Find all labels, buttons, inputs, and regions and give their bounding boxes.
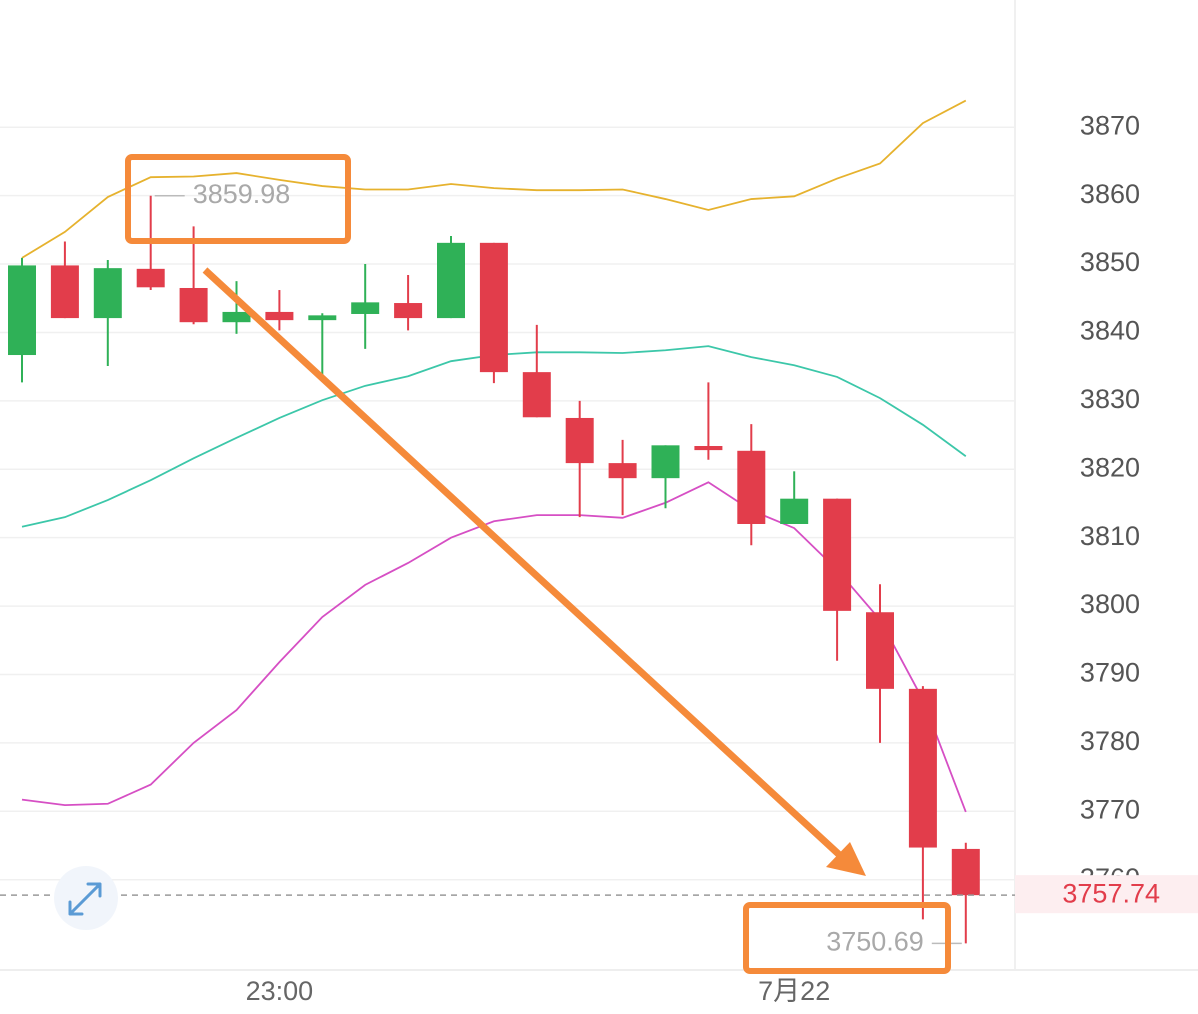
candle-body: [737, 450, 766, 524]
y-tick-label: 3800: [1080, 589, 1140, 619]
x-tick-label: 7月22: [758, 976, 830, 1006]
candle-body: [823, 498, 852, 611]
highlight-box: [743, 902, 951, 974]
highlight-box: [125, 154, 351, 244]
candle-body: [479, 242, 508, 373]
band-line: [21, 99, 967, 259]
y-tick-label: 3850: [1080, 247, 1140, 277]
y-tick-label: 3820: [1080, 452, 1140, 482]
candle-body: [265, 311, 294, 321]
candle-body: [179, 287, 208, 323]
candle-body: [565, 417, 594, 464]
min-label: 3750.69: [826, 927, 924, 957]
y-tick-label: 3860: [1080, 179, 1140, 209]
candle-body: [908, 688, 937, 848]
y-tick-label: 3830: [1080, 384, 1140, 414]
trend-arrow-head: [826, 842, 866, 876]
overlay-layer: 3859.98 3750.69 3757.74: [0, 179, 1198, 957]
grid-layer: 3760377037803790380038103820383038403850…: [0, 110, 1140, 1006]
candle-body: [50, 265, 79, 319]
trend-arrow: [202, 267, 848, 863]
candle-body: [136, 268, 165, 288]
last-price-box: [1015, 875, 1198, 914]
candle-body: [222, 311, 251, 323]
band-line: [21, 481, 967, 813]
candle-body: [522, 372, 551, 418]
y-tick-label: 3870: [1080, 110, 1140, 140]
candle-body: [651, 445, 680, 479]
candle-body: [308, 315, 337, 321]
candle-body: [437, 242, 465, 319]
candle-body: [608, 463, 637, 479]
candle-body: [351, 302, 380, 314]
candle-body: [394, 303, 423, 319]
y-tick-label: 3770: [1080, 794, 1140, 824]
candle-body: [93, 268, 122, 319]
y-tick-label: 3790: [1080, 658, 1140, 688]
y-tick-label: 3780: [1080, 726, 1140, 756]
x-tick-label: 23:00: [246, 976, 314, 1006]
expand-button[interactable]: [54, 866, 118, 930]
plot-layer: [8, 99, 980, 944]
y-tick-label: 3810: [1080, 521, 1140, 551]
last-price-label: 3757.74: [1062, 878, 1160, 908]
candle-body: [951, 848, 980, 896]
y-tick-label: 3840: [1080, 316, 1140, 346]
candle-body: [8, 265, 36, 356]
max-label: 3859.98: [193, 179, 291, 209]
candle-body: [694, 446, 723, 451]
candle-body: [866, 612, 894, 689]
candle-body: [780, 498, 809, 524]
